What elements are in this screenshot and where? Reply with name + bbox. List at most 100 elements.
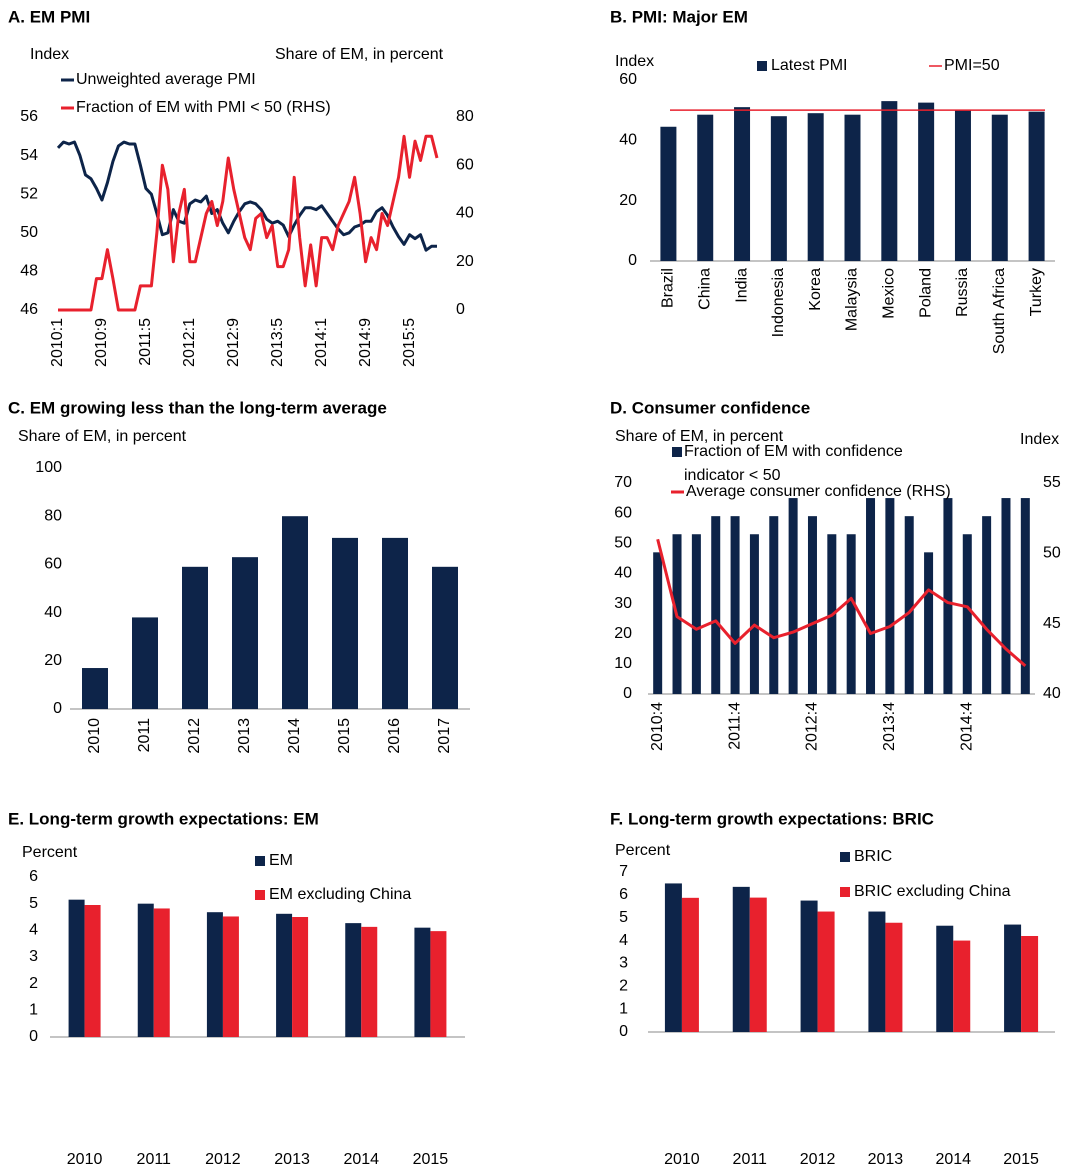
x-tick-label: 2012:9	[225, 318, 242, 367]
bar	[1020, 498, 1030, 694]
bar	[292, 917, 309, 1037]
y-tick-label: 1	[619, 1000, 628, 1017]
bar	[881, 101, 898, 261]
y2-axis-label: Share of EM, in percent	[275, 46, 444, 63]
y-tick-label: 48	[20, 263, 38, 280]
chart-title: E. Long-term growth expectations: EM	[8, 809, 319, 828]
x-tick-label: 2010:9	[93, 318, 110, 367]
bar	[844, 114, 861, 261]
y-tick-label: 100	[35, 459, 62, 476]
y-tick-label: 3	[619, 955, 628, 972]
bar	[432, 566, 458, 709]
y2-axis-label: Index	[1020, 431, 1059, 448]
y2-tick-label: 80	[456, 108, 474, 125]
y-tick-label: 50	[20, 224, 38, 241]
y-axis-label: Index	[615, 53, 654, 70]
y-tick-label: 6	[29, 868, 38, 885]
bar	[846, 534, 856, 694]
x-tick-label: 2013:5	[269, 318, 286, 367]
bar	[1004, 924, 1022, 1032]
y-tick-label: 40	[614, 565, 632, 582]
x-tick-label: Korea	[807, 268, 824, 311]
x-tick-label: Indonesia	[770, 268, 787, 337]
bar	[904, 516, 914, 694]
y-axis-label: Index	[30, 46, 69, 63]
legend-label: Latest PMI	[771, 57, 847, 74]
y-tick-label: 0	[619, 1023, 628, 1040]
x-tick-label: China	[696, 268, 713, 310]
legend-label: BRIC	[854, 848, 892, 865]
x-tick-label: Mexico	[881, 268, 898, 319]
x-tick-label: 2014:1	[313, 318, 330, 367]
y-tick-label: 3	[29, 948, 38, 965]
bar	[868, 911, 886, 1032]
legend-label: BRIC excluding China	[854, 883, 1011, 900]
x-tick-label: 2013	[868, 1151, 904, 1168]
bar	[282, 516, 308, 709]
bar	[345, 923, 362, 1037]
bar	[697, 114, 714, 261]
bar	[84, 905, 101, 1037]
bar	[962, 534, 972, 694]
x-tick-label: Brazil	[660, 268, 677, 308]
chart-title: F. Long-term growth expectations: BRIC	[610, 809, 934, 828]
bar	[769, 516, 779, 694]
line-series	[656, 538, 1027, 668]
y-tick-label: 0	[53, 700, 62, 717]
legend-wrap: Fraction of EM with confidence indicator…	[684, 443, 903, 484]
bar	[800, 900, 818, 1032]
x-tick-label: 2010:1	[49, 318, 66, 367]
line-series	[58, 134, 439, 312]
x-tick-label: 2016	[386, 718, 403, 754]
bar	[222, 916, 239, 1037]
bar	[664, 883, 682, 1032]
x-tick-label: Poland	[917, 268, 934, 318]
bar	[866, 498, 876, 694]
y-tick-label: 60	[44, 556, 62, 573]
bar	[817, 911, 835, 1032]
bar	[1021, 936, 1039, 1032]
bar	[430, 931, 447, 1037]
bar	[681, 897, 699, 1032]
legend-label: EM excluding China	[269, 886, 411, 903]
bar	[954, 110, 971, 262]
bar	[1001, 498, 1011, 694]
bar	[137, 903, 154, 1037]
legend-label: EM	[269, 852, 293, 869]
bar	[732, 886, 750, 1032]
y-tick-label: 40	[619, 132, 637, 149]
x-tick-label: 2013	[236, 718, 253, 754]
legend-swatch	[757, 61, 767, 71]
y-tick-label: 2	[619, 978, 628, 995]
y-tick-label: 6	[619, 886, 628, 903]
bar	[206, 912, 223, 1037]
legend-label: Average consumer confidence (RHS)	[686, 483, 951, 500]
bar	[991, 114, 1008, 261]
x-tick-label: 2014	[935, 1151, 971, 1168]
y-tick-label: 30	[614, 595, 632, 612]
y-tick-label: 50	[614, 535, 632, 552]
x-tick-label: 2011:5	[137, 318, 154, 366]
y-tick-label: 1	[29, 1002, 38, 1019]
bar	[953, 940, 971, 1032]
bar	[770, 116, 787, 261]
bar	[361, 926, 378, 1037]
bar	[68, 899, 85, 1037]
x-tick-label: 2012:1	[181, 318, 198, 367]
bar	[691, 534, 701, 694]
y-axis-label: Percent	[22, 844, 78, 861]
legend-swatch	[672, 447, 682, 457]
bar	[382, 537, 408, 709]
chart-title: B. PMI: Major EM	[610, 7, 748, 26]
y2-tick-label: 60	[456, 156, 474, 173]
legend-label: Fraction of EM with confidence indicator…	[684, 443, 903, 484]
y-tick-label: 60	[614, 504, 632, 521]
bar	[982, 516, 992, 694]
x-tick-label: 2011	[733, 1151, 768, 1168]
x-tick-label: 2014:9	[357, 318, 374, 367]
x-tick-label: 2011:4	[726, 702, 743, 750]
x-tick-label: 2011	[136, 718, 153, 753]
legend-label: PMI=50	[944, 57, 1000, 74]
bar	[807, 516, 817, 694]
